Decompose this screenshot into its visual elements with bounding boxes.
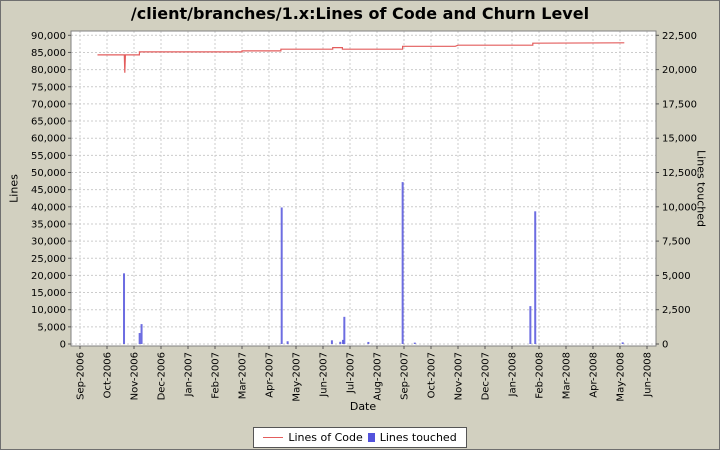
svg-text:30,000: 30,000 <box>31 237 66 248</box>
svg-text:Sep-2007: Sep-2007 <box>400 352 411 400</box>
square-swatch-icon <box>367 433 375 442</box>
lines-of-code-line <box>97 42 625 73</box>
svg-text:Sep-2006: Sep-2006 <box>76 352 87 400</box>
legend-item-lines-of-code: Lines of Code <box>263 431 363 444</box>
svg-text:Oct-2006: Oct-2006 <box>103 352 114 398</box>
svg-text:55,000: 55,000 <box>31 151 66 162</box>
svg-text:Apr-2008: Apr-2008 <box>589 352 600 398</box>
svg-text:Mar-2008: Mar-2008 <box>562 352 573 399</box>
svg-text:20,000: 20,000 <box>31 271 66 282</box>
svg-text:60,000: 60,000 <box>31 134 66 145</box>
svg-text:0: 0 <box>60 340 66 351</box>
svg-text:0: 0 <box>662 340 668 351</box>
svg-text:Feb-2008: Feb-2008 <box>535 352 546 399</box>
churn-bar <box>621 342 624 344</box>
svg-text:Dec-2007: Dec-2007 <box>481 352 492 400</box>
churn-bar <box>330 340 333 344</box>
churn-bar <box>367 341 370 344</box>
svg-text:70,000: 70,000 <box>31 99 66 110</box>
svg-text:Jun-2007: Jun-2007 <box>319 352 330 398</box>
churn-bar <box>341 339 344 344</box>
y-axis-label-right: Lines touched <box>694 150 708 227</box>
svg-text:50,000: 50,000 <box>31 168 66 179</box>
churn-bar <box>401 182 404 344</box>
svg-text:5,000: 5,000 <box>37 322 66 333</box>
svg-text:May-2007: May-2007 <box>292 352 303 402</box>
legend-label-lines-of-code: Lines of Code <box>288 431 363 444</box>
x-axis-label: Date <box>349 400 377 413</box>
svg-text:10,000: 10,000 <box>662 202 697 213</box>
churn-bar <box>140 324 143 344</box>
legend: Lines of Code Lines touched <box>1 427 719 448</box>
svg-text:5,000: 5,000 <box>662 271 691 282</box>
svg-text:35,000: 35,000 <box>31 219 66 230</box>
svg-text:Nov-2007: Nov-2007 <box>454 352 465 400</box>
plot-border <box>70 30 657 347</box>
svg-text:Mar-2007: Mar-2007 <box>238 352 249 399</box>
svg-text:80,000: 80,000 <box>31 65 66 76</box>
plot-area <box>71 31 656 346</box>
churn-bar <box>286 341 289 344</box>
churn-bar <box>280 207 283 344</box>
svg-text:17,500: 17,500 <box>662 99 697 110</box>
churn-bar <box>123 273 126 344</box>
svg-text:Jan-2007: Jan-2007 <box>184 352 195 397</box>
svg-text:15,000: 15,000 <box>31 288 66 299</box>
svg-text:65,000: 65,000 <box>31 117 66 128</box>
churn-bar <box>138 333 141 344</box>
svg-text:Nov-2006: Nov-2006 <box>130 352 141 400</box>
svg-text:Aug-2007: Aug-2007 <box>373 352 384 401</box>
svg-text:75,000: 75,000 <box>31 82 66 93</box>
legend-box: Lines of Code Lines touched <box>253 427 467 448</box>
churn-bar <box>339 341 342 344</box>
svg-text:10,000: 10,000 <box>31 305 66 316</box>
svg-text:Dec-2006: Dec-2006 <box>157 352 168 400</box>
svg-text:Jan-2008: Jan-2008 <box>508 352 519 397</box>
svg-text:15,000: 15,000 <box>662 134 697 145</box>
svg-text:Apr-2007: Apr-2007 <box>265 352 276 398</box>
svg-text:May-2008: May-2008 <box>616 352 627 402</box>
svg-text:40,000: 40,000 <box>31 202 66 213</box>
churn-bar <box>413 342 416 344</box>
svg-text:25,000: 25,000 <box>31 254 66 265</box>
x-axis-ticks: Sep-2006 Oct-2006 Nov-2006 Dec-2006 Jan-2007… <box>76 346 654 402</box>
line-swatch-icon <box>263 437 284 438</box>
svg-text:7,500: 7,500 <box>662 237 691 248</box>
v-gridlines <box>79 31 648 346</box>
svg-text:20,000: 20,000 <box>662 65 697 76</box>
left-axis-ticks: 0 5,000 10,000 15,000 20,000 25,000 30,000 35,0… <box>31 31 71 351</box>
svg-text:Jun-2008: Jun-2008 <box>643 352 654 398</box>
svg-text:45,000: 45,000 <box>31 185 66 196</box>
svg-text:12,500: 12,500 <box>662 168 697 179</box>
svg-text:Oct-2007: Oct-2007 <box>427 352 438 398</box>
churn-bar <box>534 211 537 344</box>
y-axis-label-left: Lines <box>7 174 21 203</box>
svg-text:90,000: 90,000 <box>31 31 66 42</box>
chart-title: /client/branches/1.x:Lines of Code and C… <box>130 4 590 23</box>
svg-text:Jul-2007: Jul-2007 <box>346 352 357 394</box>
svg-text:2,500: 2,500 <box>662 305 691 316</box>
churn-bar <box>343 316 346 344</box>
right-axis-ticks: 0 2,500 5,000 7,500 10,000 12,500 15,000 17,500… <box>656 31 697 351</box>
svg-text:85,000: 85,000 <box>31 48 66 59</box>
churn-bars <box>123 182 624 344</box>
h-gridlines <box>71 34 656 345</box>
svg-text:22,500: 22,500 <box>662 31 697 42</box>
churn-bar <box>529 306 532 344</box>
svg-text:Feb-2007: Feb-2007 <box>211 352 222 399</box>
legend-label-lines-touched: Lines touched <box>379 431 457 444</box>
legend-item-lines-touched: Lines touched <box>367 431 457 444</box>
